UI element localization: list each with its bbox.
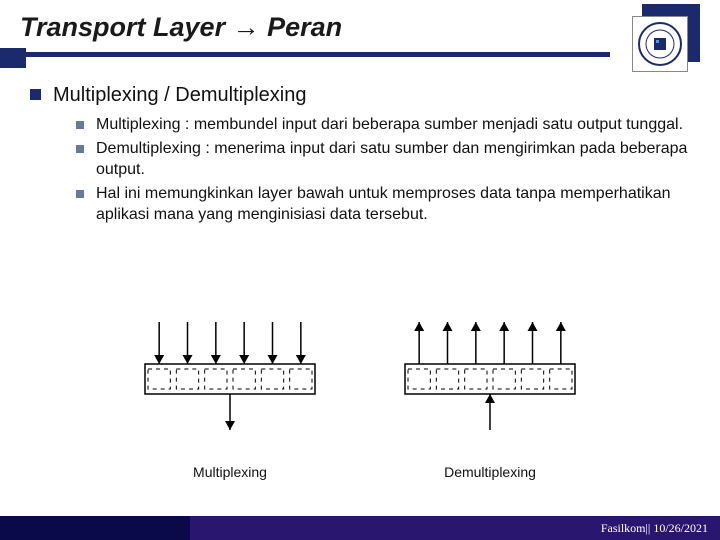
footer-left-block — [0, 516, 190, 540]
bullet-level2: Multiplexing : membundel input dari bebe… — [76, 115, 690, 135]
footer: Fasilkom|| 10/26/2021 — [0, 516, 720, 540]
multiplexing-diagram: Multiplexing — [135, 320, 325, 480]
sub-bullet-list: Multiplexing : membundel input dari bebe… — [76, 115, 690, 225]
bullet-level2-text: Hal ini memungkinkan layer bawah untuk m… — [96, 184, 690, 225]
square-bullet-icon — [76, 145, 84, 153]
bullet-level1-text: Multiplexing / Demultiplexing — [53, 84, 306, 107]
university-seal-icon — [637, 21, 683, 67]
title-underline — [26, 52, 610, 57]
demultiplexing-diagram: Demultiplexing — [395, 320, 585, 480]
square-bullet-icon — [76, 190, 84, 198]
bullet-level2-text: Multiplexing : membundel input dari bebe… — [96, 115, 683, 135]
bullet-level2: Hal ini memungkinkan layer bawah untuk m… — [76, 184, 690, 225]
diagram-area: Multiplexing Demultiplexing — [0, 320, 720, 490]
bullet-level2-text: Demultiplexing : menerima input dari sat… — [96, 139, 690, 180]
multiplexing-label: Multiplexing — [193, 464, 267, 480]
content: Multiplexing / Demultiplexing Multiplexi… — [0, 68, 720, 225]
footer-text: Fasilkom|| 10/26/2021 — [601, 521, 708, 536]
header-left-block — [0, 48, 26, 68]
header: Transport Layer → Peran — [0, 0, 720, 68]
demultiplexing-svg — [395, 320, 585, 460]
title-row: Transport Layer → Peran — [20, 12, 700, 43]
logo-front-square — [632, 16, 688, 72]
page-title: Transport Layer → Peran — [20, 12, 342, 43]
bullet-level1: Multiplexing / Demultiplexing — [30, 84, 690, 107]
demultiplexing-label: Demultiplexing — [444, 464, 536, 480]
multiplexing-svg — [135, 320, 325, 460]
square-bullet-icon — [30, 89, 41, 100]
square-bullet-icon — [76, 121, 84, 129]
bullet-level2: Demultiplexing : menerima input dari sat… — [76, 139, 690, 180]
